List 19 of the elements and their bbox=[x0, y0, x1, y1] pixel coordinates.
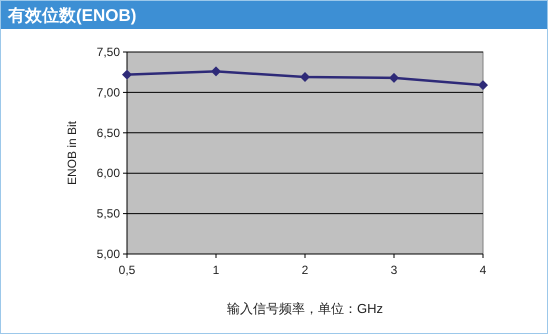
x-tick-label: 0,5 bbox=[118, 263, 136, 277]
x-tick-label: 1 bbox=[212, 263, 220, 277]
chart-title: 有效位数(ENOB) bbox=[7, 6, 136, 25]
y-tick-label: 5,50 bbox=[96, 206, 120, 221]
point bbox=[122, 70, 132, 80]
point bbox=[300, 72, 310, 82]
y-tick-label: 6,00 bbox=[96, 166, 120, 180]
point bbox=[389, 72, 399, 83]
point bbox=[478, 80, 488, 90]
y-tick-label: 7,00 bbox=[96, 85, 120, 100]
y-tick-label: 5,00 bbox=[96, 247, 120, 261]
x-tick-label: 3 bbox=[390, 263, 398, 277]
x-tick-label: 4 bbox=[480, 263, 487, 277]
y-tick-label: 7,50 bbox=[96, 45, 120, 59]
y-tick-label: 6,50 bbox=[96, 126, 120, 140]
y-axis-title: ENOB in Bit bbox=[65, 120, 79, 186]
x-tick-label: 2 bbox=[302, 263, 309, 277]
x-axis-title: 输入信号频率，单位：GHz bbox=[227, 301, 383, 316]
point bbox=[211, 66, 221, 76]
